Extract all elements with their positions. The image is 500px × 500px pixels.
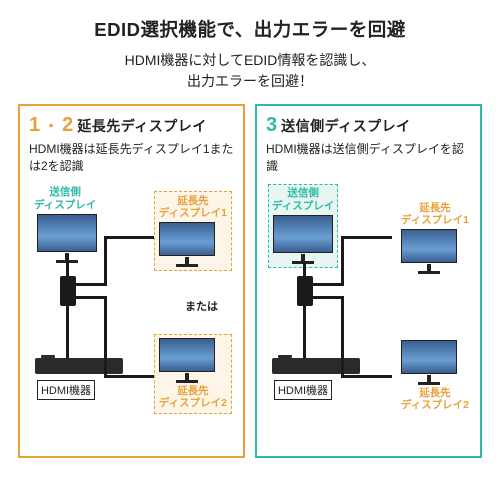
diagram-left: 送信側 ディスプレイ HDMI機器 延長先 ディスプレイ1 <box>29 186 234 446</box>
ext-monitor-2-icon <box>401 340 457 374</box>
mode-number-3: 3 <box>266 114 277 137</box>
cable <box>313 283 343 286</box>
panels-row: 1 ・ 2 延長先ディスプレイ HDMI機器は延長先ディスプレイ1または2を認識… <box>18 104 482 458</box>
ext-display-1-label: 延長先 ディスプレイ1 <box>401 202 469 227</box>
sub-line2: 出力エラーを回避！ <box>187 73 313 89</box>
ext-display-2-label: 延長先 ディスプレイ2 <box>401 387 469 412</box>
hdmi-device-icon <box>35 358 123 374</box>
cable <box>344 236 392 239</box>
ext-monitor-1-icon <box>159 222 215 256</box>
splitter-icon <box>297 276 313 306</box>
panel-modes-1-2: 1 ・ 2 延長先ディスプレイ HDMI機器は延長先ディスプレイ1または2を認識… <box>18 104 245 458</box>
hdmi-device-label: HDMI機器 <box>274 380 332 400</box>
cable <box>303 262 306 276</box>
cable <box>76 283 106 286</box>
panel-mode-3: 3 送信側ディスプレイ HDMI機器は送信側ディスプレイを認識 送信側 ディスプ… <box>255 104 482 458</box>
mode-number-2: 2 <box>62 114 73 137</box>
ext-display-2: 延長先 ディスプレイ2 <box>401 340 469 414</box>
sub-line1: HDMI機器に対してEDID情報を認識し、 <box>125 52 376 68</box>
ext-monitor-1-icon <box>401 229 457 263</box>
cable <box>66 254 69 276</box>
cable <box>341 296 344 378</box>
ext-display-1: 延長先 ディスプレイ1 <box>401 202 469 263</box>
sender-display-label: 送信側 ディスプレイ <box>34 186 96 212</box>
cable <box>66 306 69 358</box>
panel-left-desc: HDMI機器は延長先ディスプレイ1または2を認識 <box>29 141 234 176</box>
panel-right-header: 3 送信側ディスプレイ <box>266 114 471 137</box>
cable <box>344 375 392 378</box>
cable <box>104 236 107 286</box>
mode-number-1: 1 <box>29 114 40 137</box>
main-heading: EDID選択機能で、出力エラーを回避 <box>18 16 482 42</box>
or-label: または <box>185 298 218 314</box>
cable <box>107 236 155 239</box>
ext-display-2-label: 延長先 ディスプレイ2 <box>159 385 227 410</box>
hdmi-device-label: HDMI機器 <box>37 380 95 400</box>
mode-dot: ・ <box>44 116 58 136</box>
diagram-right: 送信側 ディスプレイ HDMI機器 延長先 ディスプレイ1 <box>266 186 471 446</box>
cable <box>341 236 344 286</box>
ext-monitor-2-icon <box>159 338 215 372</box>
sender-monitor-icon <box>273 215 333 253</box>
cable <box>303 306 306 358</box>
panel-left-header: 1 ・ 2 延長先ディスプレイ <box>29 114 234 137</box>
ext-display-2-highlight: 延長先 ディスプレイ2 <box>154 334 232 414</box>
hdmi-device-icon <box>272 358 360 374</box>
panel-left-title: 延長先ディスプレイ <box>77 116 207 136</box>
sender-monitor-icon <box>37 214 97 252</box>
sub-heading: HDMI機器に対してEDID情報を認識し、 出力エラーを回避！ <box>18 50 482 92</box>
panel-right-desc: HDMI機器は送信側ディスプレイを認識 <box>266 141 471 176</box>
ext-display-1-highlight: 延長先 ディスプレイ1 <box>154 191 232 271</box>
cable <box>76 296 106 299</box>
cable <box>313 296 343 299</box>
cable <box>104 296 107 378</box>
cable <box>107 375 155 378</box>
ext-display-1-label: 延長先 ディスプレイ1 <box>159 195 227 220</box>
sender-display-label: 送信側 ディスプレイ <box>272 187 334 213</box>
panel-right-title: 送信側ディスプレイ <box>281 116 411 136</box>
sender-display-highlight: 送信側 ディスプレイ <box>268 184 338 268</box>
splitter-icon <box>60 276 76 306</box>
